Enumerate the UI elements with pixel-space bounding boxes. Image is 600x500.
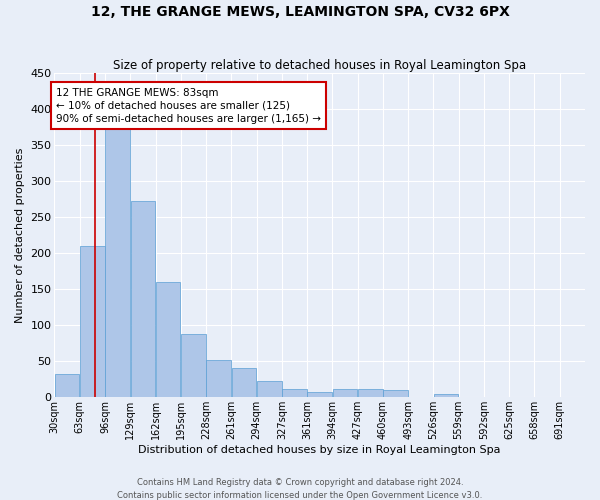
Bar [282, 390, 307, 398]
Text: 12 THE GRANGE MEWS: 83sqm
← 10% of detached houses are smaller (125)
90% of semi: 12 THE GRANGE MEWS: 83sqm ← 10% of detac… [56, 88, 321, 124]
Title: Size of property relative to detached houses in Royal Leamington Spa: Size of property relative to detached ho… [113, 59, 526, 72]
Bar [332, 390, 358, 398]
Bar [55, 374, 79, 398]
X-axis label: Distribution of detached houses by size in Royal Leamington Spa: Distribution of detached houses by size … [139, 445, 501, 455]
Bar [206, 360, 231, 398]
Bar [358, 390, 383, 398]
Bar [156, 282, 181, 398]
Text: 12, THE GRANGE MEWS, LEAMINGTON SPA, CV32 6PX: 12, THE GRANGE MEWS, LEAMINGTON SPA, CV3… [91, 5, 509, 19]
Bar [257, 382, 281, 398]
Bar [434, 394, 458, 398]
Bar [105, 127, 130, 398]
Text: Contains HM Land Registry data © Crown copyright and database right 2024.
Contai: Contains HM Land Registry data © Crown c… [118, 478, 482, 500]
Bar [383, 390, 408, 398]
Bar [80, 246, 104, 398]
Bar [232, 368, 256, 398]
Bar [131, 202, 155, 398]
Bar [307, 392, 332, 398]
Y-axis label: Number of detached properties: Number of detached properties [15, 148, 25, 323]
Bar [181, 334, 206, 398]
Bar [509, 396, 534, 398]
Bar [560, 396, 584, 398]
